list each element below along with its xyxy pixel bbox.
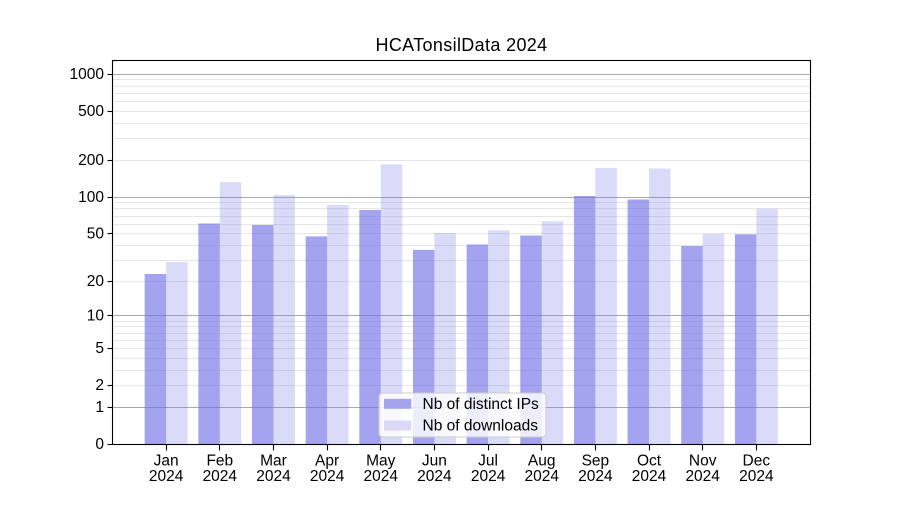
svg-text:Dec: Dec bbox=[743, 453, 771, 470]
svg-text:Jun: Jun bbox=[422, 453, 447, 470]
svg-text:2024: 2024 bbox=[203, 468, 238, 485]
svg-text:Nb of distinct IPs: Nb of distinct IPs bbox=[423, 396, 540, 413]
svg-text:Aug: Aug bbox=[528, 453, 556, 470]
svg-text:Sep: Sep bbox=[582, 453, 610, 470]
svg-text:5: 5 bbox=[95, 340, 104, 357]
svg-text:Nb of downloads: Nb of downloads bbox=[423, 418, 539, 435]
svg-text:20: 20 bbox=[87, 273, 105, 290]
svg-text:2024: 2024 bbox=[417, 468, 452, 485]
svg-text:2024: 2024 bbox=[739, 468, 774, 485]
svg-text:2024: 2024 bbox=[471, 468, 506, 485]
svg-text:2024: 2024 bbox=[310, 468, 345, 485]
svg-text:500: 500 bbox=[78, 103, 104, 120]
svg-text:2024: 2024 bbox=[632, 468, 667, 485]
svg-text:HCATonsilData 2024: HCATonsilData 2024 bbox=[375, 35, 547, 55]
svg-text:Apr: Apr bbox=[315, 453, 339, 470]
svg-text:2024: 2024 bbox=[524, 468, 559, 485]
svg-text:1000: 1000 bbox=[70, 66, 105, 83]
svg-text:2024: 2024 bbox=[149, 468, 184, 485]
svg-text:50: 50 bbox=[87, 225, 105, 242]
svg-text:2: 2 bbox=[95, 377, 104, 394]
svg-text:Mar: Mar bbox=[260, 453, 287, 470]
svg-text:Jan: Jan bbox=[154, 453, 179, 470]
svg-text:1: 1 bbox=[95, 399, 104, 416]
svg-text:Oct: Oct bbox=[637, 453, 662, 470]
svg-text:100: 100 bbox=[78, 189, 104, 206]
svg-text:Jul: Jul bbox=[478, 453, 498, 470]
svg-text:May: May bbox=[366, 453, 396, 470]
svg-text:2024: 2024 bbox=[256, 468, 291, 485]
svg-text:2024: 2024 bbox=[364, 468, 399, 485]
svg-text:Feb: Feb bbox=[206, 453, 233, 470]
svg-text:0: 0 bbox=[95, 436, 104, 453]
svg-text:Nov: Nov bbox=[689, 453, 717, 470]
svg-text:10: 10 bbox=[87, 308, 105, 325]
svg-text:200: 200 bbox=[78, 152, 104, 169]
svg-text:2024: 2024 bbox=[685, 468, 720, 485]
svg-text:2024: 2024 bbox=[578, 468, 613, 485]
